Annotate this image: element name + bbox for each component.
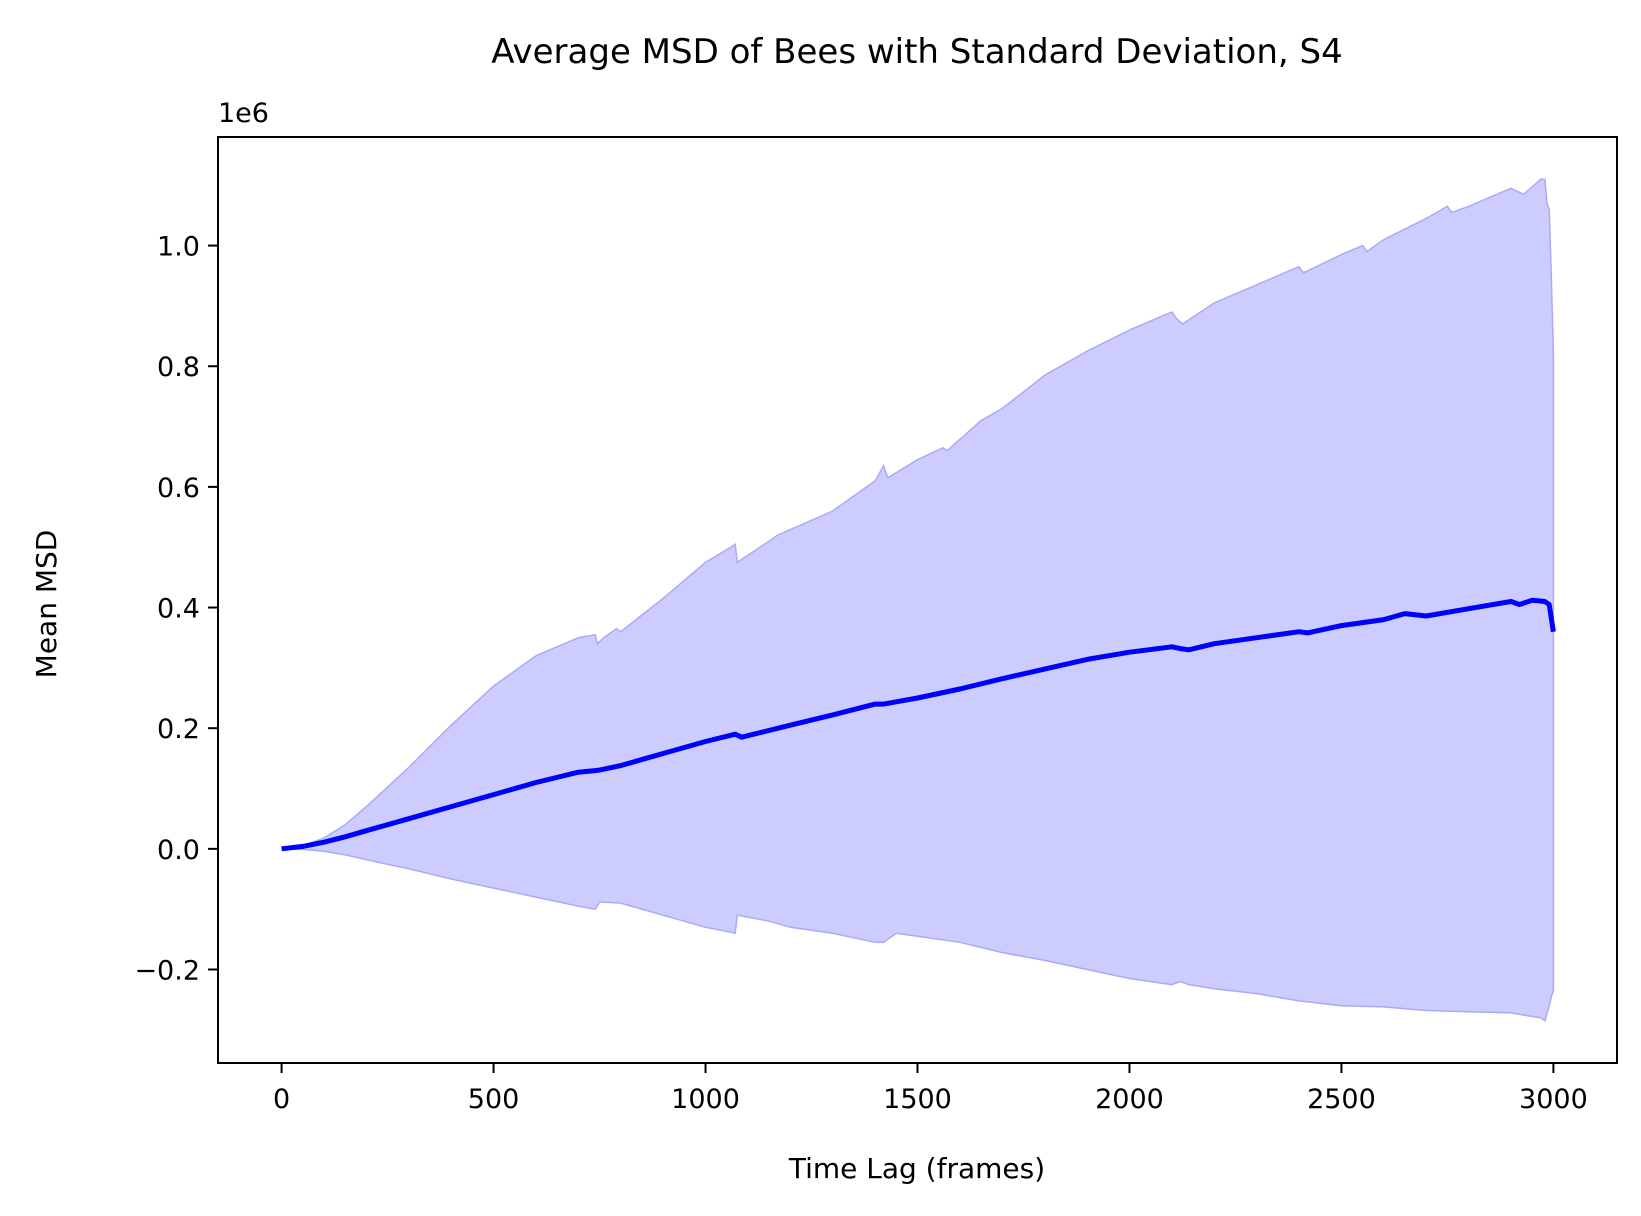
x-tick-label: 500	[468, 1084, 520, 1115]
y-tick-label: 0.2	[157, 714, 200, 745]
y-tick-label: 0.8	[157, 352, 200, 383]
x-axis-title: Time Lag (frames)	[788, 1152, 1045, 1185]
x-axis-ticks: 0 500 1000 1500 2000 2500 3000	[273, 1063, 1588, 1115]
x-tick-label: 2500	[1307, 1084, 1376, 1115]
y-tick-label: 1.0	[157, 232, 200, 263]
y-tick-label: 0.6	[157, 473, 200, 504]
x-tick-label: 1500	[883, 1084, 952, 1115]
x-tick-label: 0	[273, 1084, 290, 1115]
plot-area	[281, 178, 1556, 1023]
x-tick-label: 1000	[671, 1084, 740, 1115]
x-tick-label: 3000	[1519, 1084, 1588, 1115]
std-deviation-band	[281, 178, 1555, 1023]
y-axis-offset-label: 1e6	[218, 98, 269, 129]
y-axis-ticks: −0.2 0.0 0.2 0.4 0.6 0.8 1.0	[134, 232, 218, 986]
y-tick-label: −0.2	[134, 955, 200, 986]
x-tick-label: 2000	[1095, 1084, 1164, 1115]
y-axis-title: Mean MSD	[30, 530, 63, 679]
mean-msd-line	[281, 597, 1556, 852]
y-tick-label: 0.4	[157, 594, 200, 625]
y-tick-label: 0.0	[157, 835, 200, 866]
chart-title: Average MSD of Bees with Standard Deviat…	[491, 32, 1342, 72]
